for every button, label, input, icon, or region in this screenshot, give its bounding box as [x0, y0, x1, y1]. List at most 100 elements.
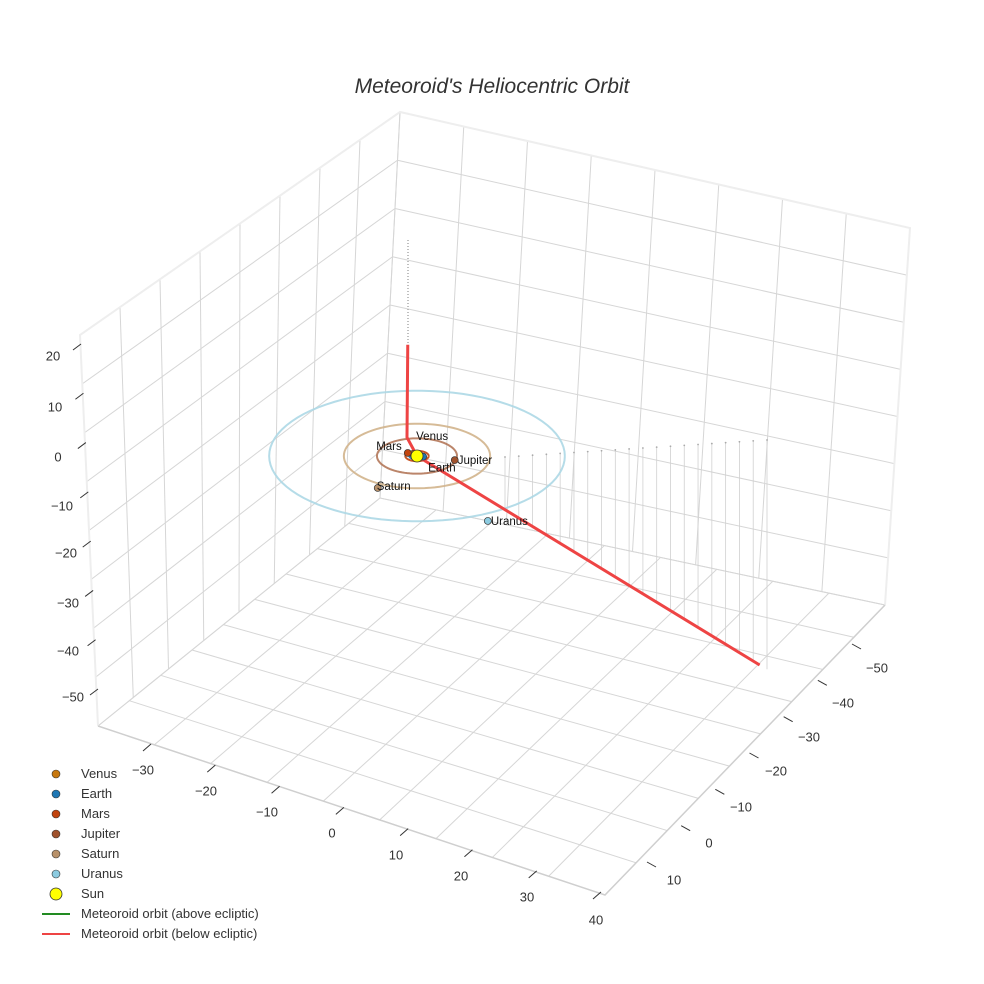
drop-line-marker — [573, 451, 575, 454]
z-tick-mark — [75, 392, 84, 400]
drop-line-marker — [559, 452, 562, 455]
drop-line-marker — [655, 446, 658, 449]
legend-item-venus[interactable]: Venus — [30, 764, 290, 784]
grid-line — [389, 304, 898, 417]
legend-marker — [51, 849, 61, 859]
y-tick-label: 0 — [705, 835, 713, 851]
y-tick-label: −10 — [729, 799, 753, 815]
drop-line-marker — [738, 440, 741, 443]
box-edge — [97, 604, 886, 896]
drop-line-marker — [545, 453, 548, 456]
planet-label: Jupiter — [458, 455, 493, 467]
grid-line — [491, 580, 774, 858]
drop-line-marker — [710, 442, 713, 445]
right-wall-grid — [379, 111, 911, 606]
legend-item-meteoroid-above[interactable]: Meteoroid orbit (above ecliptic) — [30, 904, 290, 924]
legend-marker — [49, 887, 63, 901]
drop-line-marker — [504, 456, 506, 458]
x-tick-mark — [464, 849, 473, 858]
x-tick-mark — [335, 807, 345, 815]
grid-line — [84, 208, 396, 434]
legend-label: Venus — [81, 766, 118, 781]
legend-item-meteoroid-below[interactable]: Meteoroid orbit (below ecliptic) — [30, 924, 290, 944]
drop-line-marker — [628, 448, 631, 450]
planet-marker-uranus — [483, 517, 492, 525]
drop-line-marker — [669, 445, 672, 448]
grid-line — [285, 573, 792, 703]
grid-line — [86, 256, 393, 483]
planet-marker-saturn — [373, 484, 382, 492]
grid-line — [384, 401, 892, 512]
grid-line — [379, 497, 886, 606]
legend-marker — [51, 809, 61, 819]
x-tick-label: 30 — [519, 889, 535, 905]
grid-line — [322, 545, 605, 802]
legend-item-earth[interactable]: Earth — [30, 784, 290, 804]
grid-line — [95, 449, 383, 678]
legend-label: Meteoroid orbit (below ecliptic) — [81, 926, 258, 941]
x-tick-label: 10 — [388, 847, 404, 863]
legend-label: Jupiter — [81, 826, 121, 841]
x-tick-label: −10 — [255, 804, 279, 820]
y-tick-mark — [817, 679, 828, 686]
drop-line-marker — [752, 439, 755, 442]
legend-label: Meteoroid orbit (above ecliptic) — [81, 906, 259, 921]
x-tick-label: 20 — [453, 868, 469, 884]
legend-item-jupiter[interactable]: Jupiter — [30, 824, 290, 844]
legend-item-uranus[interactable]: Uranus — [30, 864, 290, 884]
x-tick-mark — [528, 870, 538, 879]
drop-line-marker — [614, 448, 617, 451]
y-tick-label: −40 — [831, 695, 855, 711]
meteoroid-orbit-line — [405, 344, 761, 667]
grid-line — [317, 548, 823, 670]
y-tick-label: −50 — [865, 660, 889, 676]
grid-line — [435, 568, 718, 840]
planet-label: Venus — [416, 431, 448, 443]
grid-line — [254, 598, 761, 735]
legend-item-sun[interactable]: Sun — [30, 884, 290, 904]
drop-line-marker — [600, 449, 603, 452]
x-tick-label: 0 — [328, 825, 336, 841]
grid-line — [266, 533, 549, 783]
legend-marker — [51, 869, 61, 879]
x-tick-mark — [142, 743, 152, 752]
y-tick-label: −20 — [764, 763, 788, 779]
legend-item-saturn[interactable]: Saturn — [30, 844, 290, 864]
grid-line — [160, 674, 668, 832]
z-tick-mark — [87, 639, 96, 647]
drop-line-marker — [531, 454, 534, 457]
planet-marker-jupiter — [450, 456, 459, 464]
legend-line — [42, 933, 70, 935]
drop-line-marker — [766, 439, 768, 441]
grid-line — [397, 159, 907, 276]
grid-line — [379, 557, 661, 821]
drop-line-marker — [697, 443, 699, 446]
x-tick-label: 40 — [588, 912, 604, 928]
x-tick-label: −30 — [131, 762, 155, 778]
z-tick-mark — [72, 343, 82, 351]
x-tick-mark — [592, 891, 602, 900]
drop-line-marker — [724, 441, 727, 444]
left-wall-grid — [79, 111, 401, 727]
z-tick-label: −10 — [50, 498, 74, 514]
y-tick-label: 10 — [666, 872, 682, 888]
planet-marker-mars — [403, 449, 412, 457]
x-tick-mark — [271, 785, 280, 794]
grid-line — [394, 208, 904, 323]
drop-line-marker — [683, 444, 686, 447]
legend-label: Saturn — [81, 846, 120, 861]
legend-label: Uranus — [81, 866, 123, 881]
grid-line — [81, 159, 398, 385]
orbit-uranus — [268, 389, 566, 523]
x-tick-mark — [206, 764, 216, 773]
z-tick-mark — [84, 590, 94, 597]
legend-item-mars[interactable]: Mars — [30, 804, 290, 824]
y-tick-label: −30 — [797, 729, 821, 745]
orbit-saturn — [342, 422, 492, 490]
sun-marker — [410, 449, 424, 463]
drop-line-marker — [641, 447, 644, 449]
grid-line — [210, 521, 493, 764]
z-tick-label: 10 — [47, 399, 63, 415]
grid-line — [97, 497, 381, 727]
